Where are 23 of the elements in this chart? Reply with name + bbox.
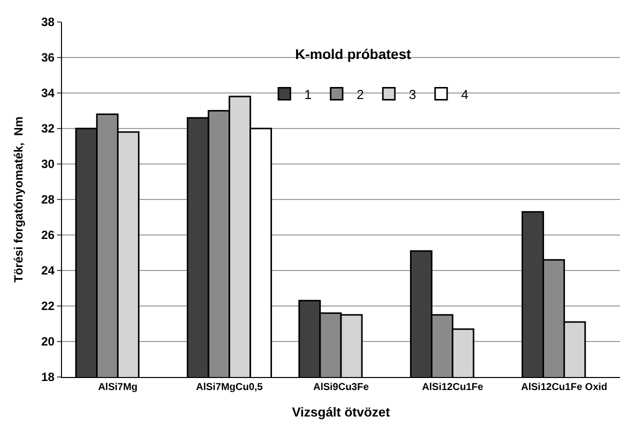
y-tick-label: 18: [41, 370, 55, 384]
y-axis-title: Törési forgatónyomaték, Nm: [12, 116, 26, 283]
legend-label: 2: [356, 86, 364, 102]
x-tick-label: AlSi7MgCu0,5: [196, 382, 264, 393]
y-tick-label: 22: [41, 299, 55, 314]
legend-label: 1: [304, 86, 312, 102]
y-tick-label: 24: [41, 264, 55, 278]
y-tick-label: 28: [41, 192, 55, 207]
y-tick-label: 34: [41, 86, 55, 100]
y-tick-label: 36: [41, 50, 55, 65]
x-tick-label: AlSi12Cu1Fe Oxid: [521, 382, 608, 393]
y-tick-label: 30: [41, 157, 55, 172]
x-tick-label: AlSi9Cu3Fe: [313, 382, 370, 393]
x-tick-label: AlSi12Cu1Fe: [422, 382, 484, 393]
y-tick-label: 38: [41, 15, 55, 30]
text: K-mold próbatest: [295, 46, 412, 62]
y-tick-label: 20: [41, 334, 55, 349]
x-axis-title: Vizsgált ötvözet: [292, 404, 391, 420]
y-tick-label: 32: [41, 122, 55, 136]
legend-label: 4: [461, 86, 468, 102]
legend-label: 3: [408, 86, 416, 102]
x-tick-label: AlSi7Mg: [98, 382, 138, 393]
y-tick-label: 26: [41, 228, 55, 242]
